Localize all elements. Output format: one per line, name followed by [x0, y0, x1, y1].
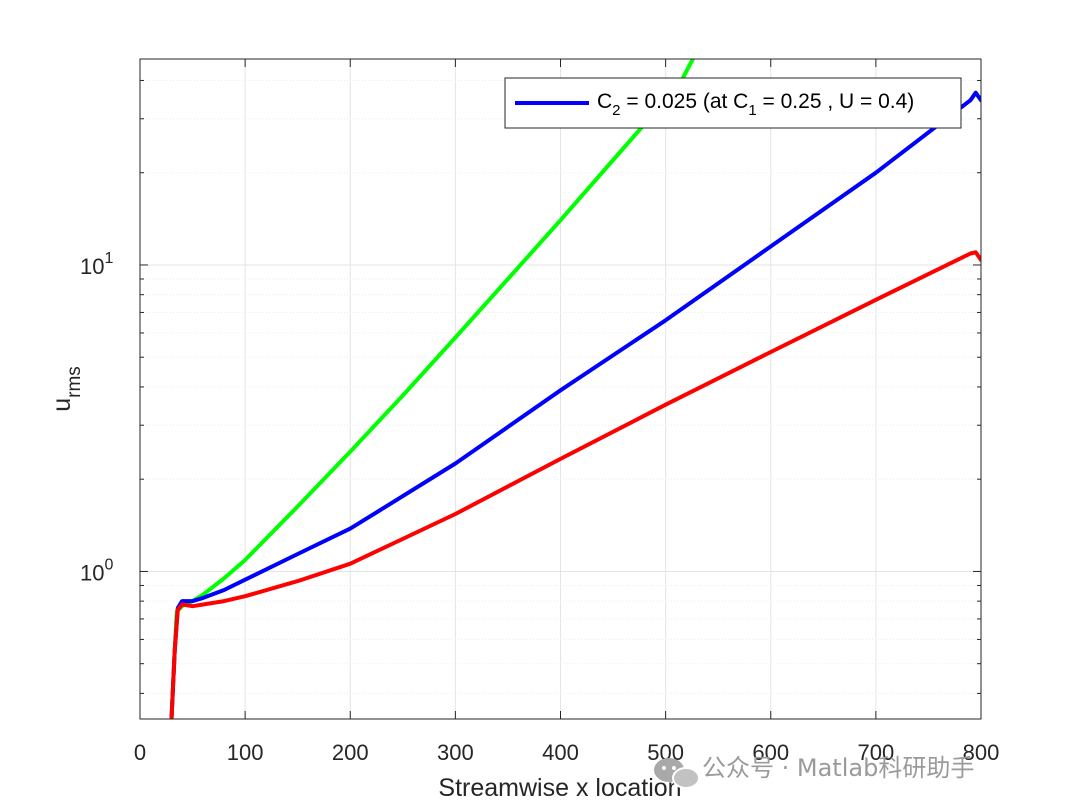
x-tick-label: 600 — [752, 740, 789, 765]
x-tick-label: 0 — [134, 740, 146, 765]
x-tick-label: 800 — [963, 740, 1000, 765]
watermark-text: 公众号 · Matlab科研助手 — [702, 754, 974, 782]
y-axis-label: urms — [48, 366, 85, 412]
x-tick-label: 700 — [858, 740, 895, 765]
series-line-3 — [169, 250, 981, 719]
series-line-2 — [169, 90, 981, 719]
x-tick-label: 100 — [227, 740, 264, 765]
watermark: 公众号 · Matlab科研助手 — [654, 754, 974, 789]
x-tick-label: 400 — [542, 740, 579, 765]
legend-label: C2 = 0.025 (at C1 = 0.25 , U = 0.4) — [597, 90, 914, 119]
legend: C2 = 0.025 (at C1 = 0.25 , U = 0.4) — [504, 77, 962, 129]
x-tick-label: 200 — [332, 740, 369, 765]
plot-frame — [139, 58, 982, 720]
x-tick-label: 300 — [437, 740, 474, 765]
x-tick-labels: 0 100 200 300 400 500 600 700 800 — [134, 740, 999, 765]
y-tick-labels: 100 101 — [80, 250, 113, 585]
wechat-icon — [654, 758, 700, 789]
x-axis-label: Streamwise x location — [438, 774, 681, 802]
y-tick-label: 101 — [80, 250, 113, 279]
y-tick-label: 100 — [80, 556, 113, 585]
ticks — [139, 59, 982, 719]
